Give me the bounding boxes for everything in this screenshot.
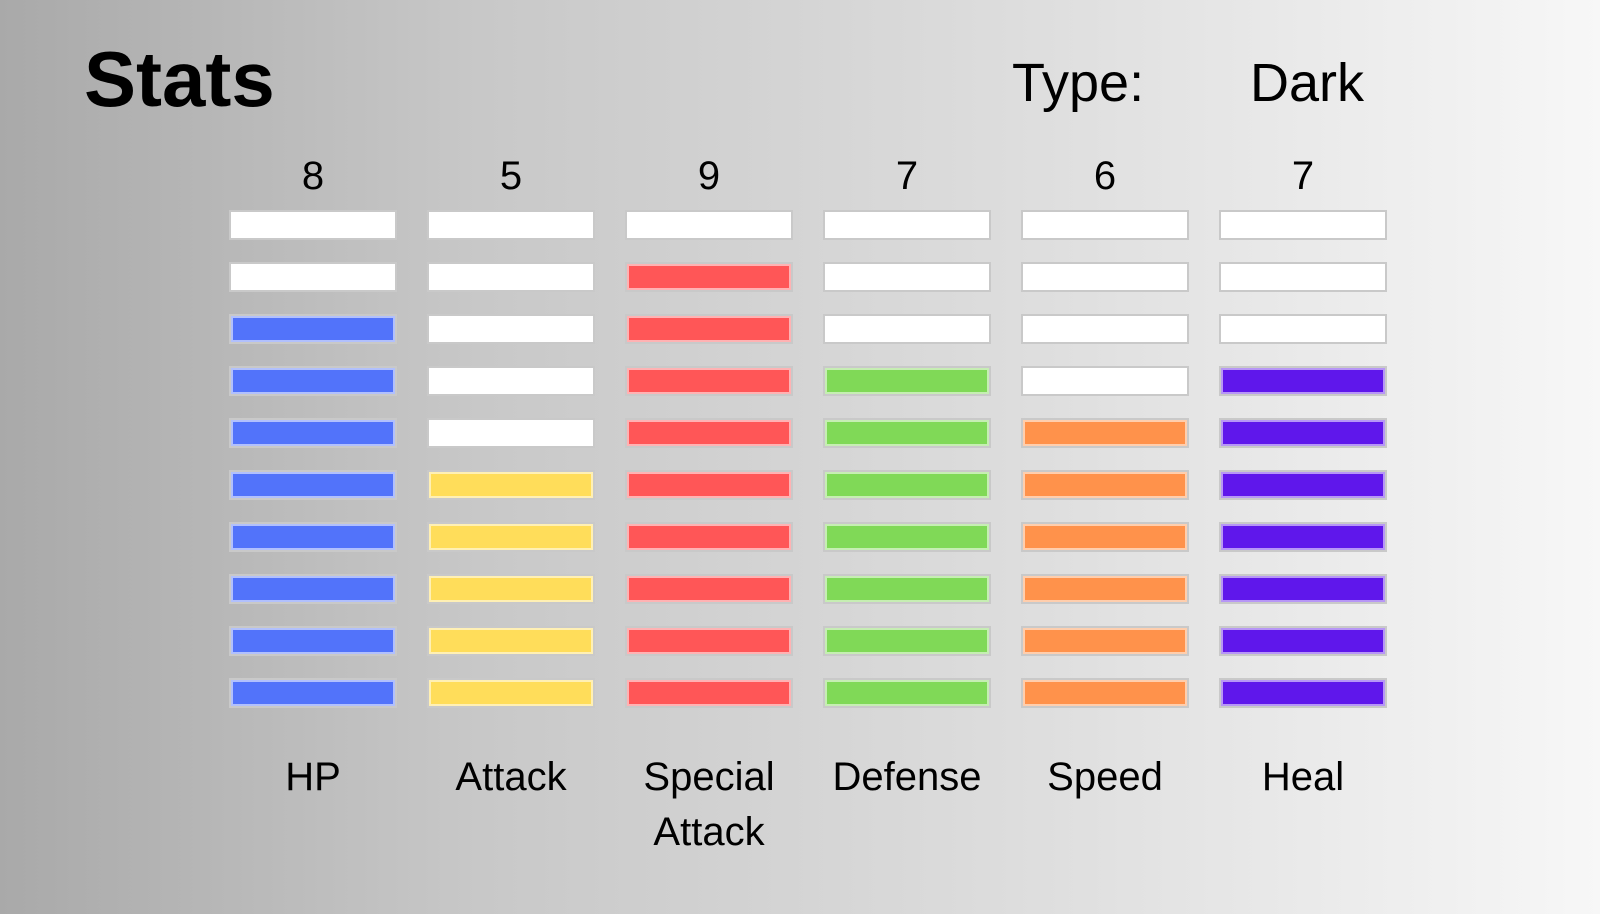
stat-segment-filled	[229, 678, 397, 708]
stat-segment-filled	[1021, 470, 1189, 500]
stat-segment-filled	[1021, 678, 1189, 708]
stat-segment-filled	[1021, 574, 1189, 604]
stat-segment-filled	[229, 574, 397, 604]
stat-segment-empty	[1219, 262, 1387, 292]
stat-label: Speed	[1047, 755, 1163, 799]
stat-segment-empty	[1021, 262, 1189, 292]
stat-column-special-attack: 9 Special Attack	[625, 148, 793, 860]
stat-segment-filled	[1021, 522, 1189, 552]
stat-segment-filled	[229, 366, 397, 396]
stat-segment-filled	[625, 314, 793, 344]
stat-segment-empty	[1219, 314, 1387, 344]
stat-column-heal: 7 Heal	[1219, 148, 1387, 860]
stat-segment-filled	[229, 470, 397, 500]
stat-segment-filled	[1021, 418, 1189, 448]
stat-bar-stack	[427, 210, 595, 708]
stat-label: HP	[285, 755, 341, 799]
stat-segment-empty	[1021, 210, 1189, 240]
stat-segment-empty	[427, 366, 595, 396]
stat-segment-filled	[625, 522, 793, 552]
stat-segment-filled	[229, 626, 397, 656]
stat-segment-empty	[625, 210, 793, 240]
stat-segment-filled	[625, 366, 793, 396]
stat-segment-filled	[1219, 626, 1387, 656]
stat-segment-filled	[625, 470, 793, 500]
stat-value: 5	[499, 154, 523, 198]
page-title: Stats	[84, 35, 275, 123]
stat-segment-filled	[1219, 574, 1387, 604]
stat-segment-empty	[427, 314, 595, 344]
stat-segment-filled	[229, 314, 397, 344]
stat-segment-filled	[1219, 522, 1387, 552]
stat-label: Attack	[455, 755, 567, 799]
stat-value: 8	[301, 154, 325, 198]
stat-segment-empty	[823, 262, 991, 292]
stat-segment-filled	[823, 678, 991, 708]
stat-segment-filled	[1219, 418, 1387, 448]
stats-panel: 8 HP 5 Attack 9 Special Attack 7 Defense…	[229, 148, 1387, 860]
stat-segment-filled	[625, 678, 793, 708]
stat-segment-filled	[229, 418, 397, 448]
stat-segment-empty	[427, 418, 595, 448]
stat-segment-empty	[1021, 366, 1189, 396]
stat-bar-stack	[823, 210, 991, 708]
stat-segment-filled	[1219, 366, 1387, 396]
stat-bar-stack	[1021, 210, 1189, 708]
stat-value: 7	[1291, 154, 1315, 198]
stat-segment-filled	[427, 574, 595, 604]
stat-segment-filled	[823, 626, 991, 656]
stat-segment-filled	[427, 626, 595, 656]
stat-segment-filled	[625, 574, 793, 604]
stat-label: Defense	[832, 755, 982, 799]
stat-segment-filled	[823, 418, 991, 448]
stat-segment-empty	[823, 314, 991, 344]
stat-segment-filled	[625, 626, 793, 656]
stat-segment-filled	[823, 366, 991, 396]
stat-segment-filled	[823, 574, 991, 604]
stat-segment-empty	[229, 210, 397, 240]
stat-column-attack: 5 Attack	[427, 148, 595, 860]
stat-column-hp: 8 HP	[229, 148, 397, 860]
stat-bar-stack	[229, 210, 397, 708]
stat-segment-empty	[1021, 314, 1189, 344]
type-label: Type:	[1012, 53, 1145, 113]
stat-segment-empty	[823, 210, 991, 240]
stat-segment-filled	[1021, 626, 1189, 656]
stat-segment-filled	[823, 470, 991, 500]
stat-segment-filled	[625, 418, 793, 448]
stat-bar-stack	[1219, 210, 1387, 708]
stat-segment-filled	[625, 262, 793, 292]
stat-segment-empty	[1219, 210, 1387, 240]
stat-value: 9	[697, 154, 721, 198]
stat-segment-filled	[229, 522, 397, 552]
stat-segment-empty	[427, 262, 595, 292]
stat-segment-filled	[1219, 678, 1387, 708]
stat-column-defense: 7 Defense	[823, 148, 991, 860]
stat-segment-empty	[229, 262, 397, 292]
stat-segment-empty	[427, 210, 595, 240]
type-value: Dark	[1250, 53, 1365, 113]
stat-segment-filled	[427, 470, 595, 500]
stat-label: Heal	[1261, 755, 1345, 799]
stat-value: 7	[895, 154, 919, 198]
stat-segment-filled	[427, 678, 595, 708]
stat-segment-filled	[823, 522, 991, 552]
stat-column-speed: 6 Speed	[1021, 148, 1189, 860]
stat-segment-filled	[1219, 470, 1387, 500]
stat-label: Special Attack	[643, 755, 775, 854]
stat-segment-filled	[427, 522, 595, 552]
stat-value: 6	[1093, 154, 1117, 198]
stat-bar-stack	[625, 210, 793, 708]
